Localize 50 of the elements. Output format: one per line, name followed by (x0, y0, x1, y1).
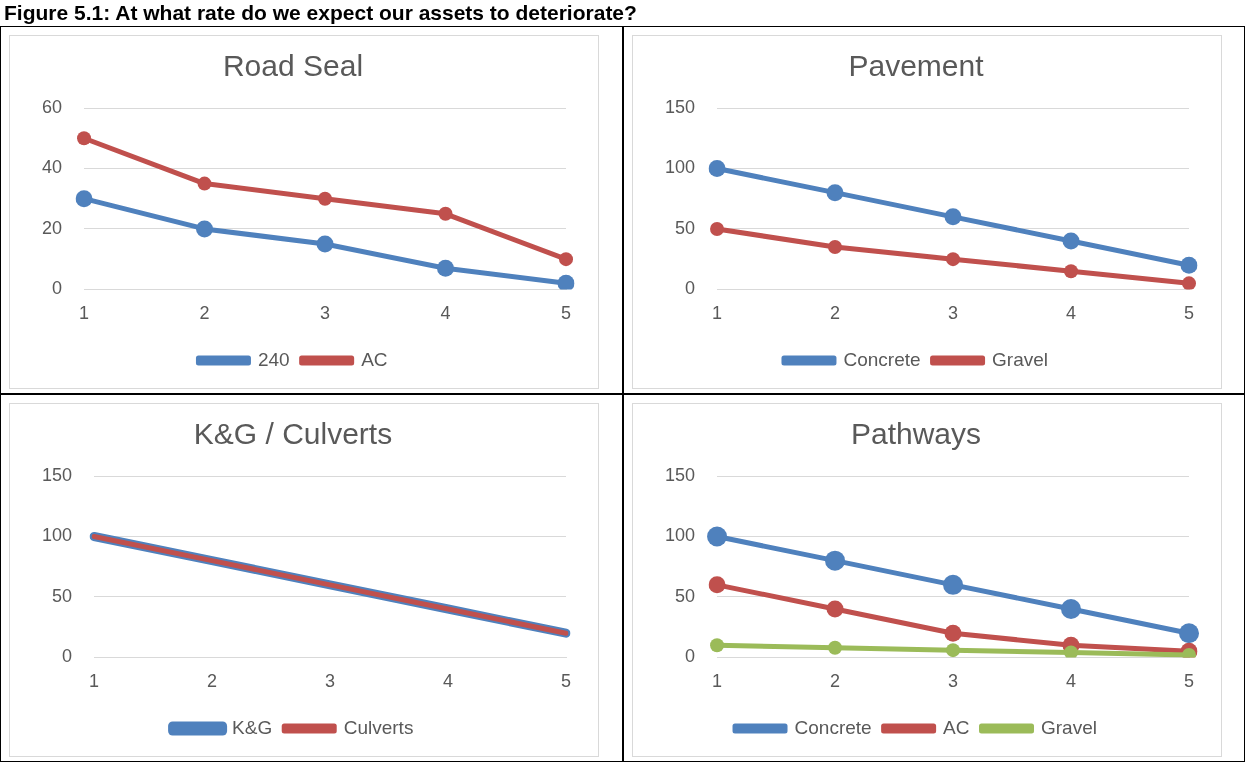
caption: Figure 5.1: At what rate do we expect our assets to deteriorate? (3, 0, 638, 26)
y-tick-label: 150 (664, 96, 695, 117)
chart-title: Pavement (847, 49, 984, 83)
legend-label: AC (942, 716, 970, 738)
y-tick-label: 0 (684, 646, 695, 667)
chart-title: K&G / Culverts (193, 417, 393, 451)
x-tick-label: 4 (1065, 671, 1076, 692)
x-tick-label: 2 (199, 303, 210, 324)
y-tick-label: 100 (664, 157, 695, 178)
x-tick-label: 2 (829, 671, 840, 692)
legend-label: Gravel (1040, 716, 1097, 738)
x-tick-label: 3 (947, 303, 958, 324)
y-tick-label: 150 (41, 464, 73, 485)
x-tick-label: 1 (711, 671, 722, 692)
y-tick-label: 50 (52, 585, 73, 606)
legend-label: Concrete (794, 716, 872, 738)
x-tick-label: 3 (320, 303, 331, 324)
y-tick-label: 100 (664, 525, 695, 546)
legend-label: Culverts (343, 716, 414, 738)
x-tick-label: 3 (947, 671, 958, 692)
x-tick-label: 1 (711, 303, 722, 324)
chart-title: Road Seal (222, 49, 364, 83)
y-tick-label: 40 (41, 157, 63, 178)
y-tick-label: 0 (62, 646, 73, 667)
x-tick-label: 5 (560, 303, 572, 324)
y-tick-label: 50 (674, 585, 695, 606)
x-tick-label: 3 (325, 671, 336, 692)
x-tick-label: 2 (207, 671, 218, 692)
x-tick-label: 2 (829, 303, 840, 324)
x-tick-label: 1 (89, 671, 100, 692)
y-tick-label: 50 (674, 217, 695, 238)
y-tick-label: 150 (664, 464, 695, 485)
x-tick-label: 4 (443, 671, 454, 692)
x-tick-label: 4 (1065, 303, 1076, 324)
y-tick-label: 20 (41, 217, 63, 238)
legend-label: Concrete (842, 348, 921, 370)
y-tick-label: 100 (41, 525, 73, 546)
y-tick-label: 0 (52, 278, 63, 299)
legend-label: AC (361, 348, 388, 370)
x-tick-label: 5 (1183, 671, 1194, 692)
x-tick-label: 5 (1183, 303, 1194, 324)
y-tick-label: 0 (684, 278, 695, 299)
y-tick-label: 60 (41, 96, 63, 117)
x-tick-label: 4 (440, 303, 451, 324)
chart-title: Pathways (850, 417, 981, 451)
legend-label: K&G (232, 716, 273, 738)
x-tick-label: 1 (79, 303, 90, 324)
x-tick-label: 5 (560, 671, 572, 692)
legend-label: Gravel (991, 348, 1048, 370)
legend-label: 240 (257, 348, 290, 370)
